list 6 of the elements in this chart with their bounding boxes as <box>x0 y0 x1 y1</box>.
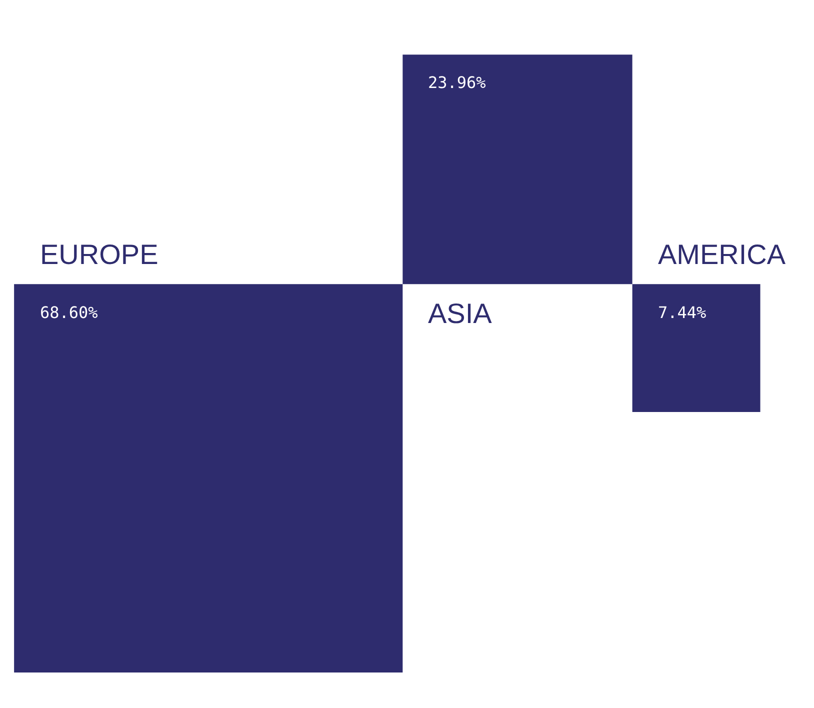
data-label: 23.96% <box>428 73 486 92</box>
data-label: 68.60% <box>40 303 98 322</box>
category-label: AMERICA <box>658 239 786 270</box>
category-label: EUROPE <box>40 239 158 270</box>
data-label: 7.44% <box>658 303 707 322</box>
category-label: ASIA <box>428 298 492 329</box>
